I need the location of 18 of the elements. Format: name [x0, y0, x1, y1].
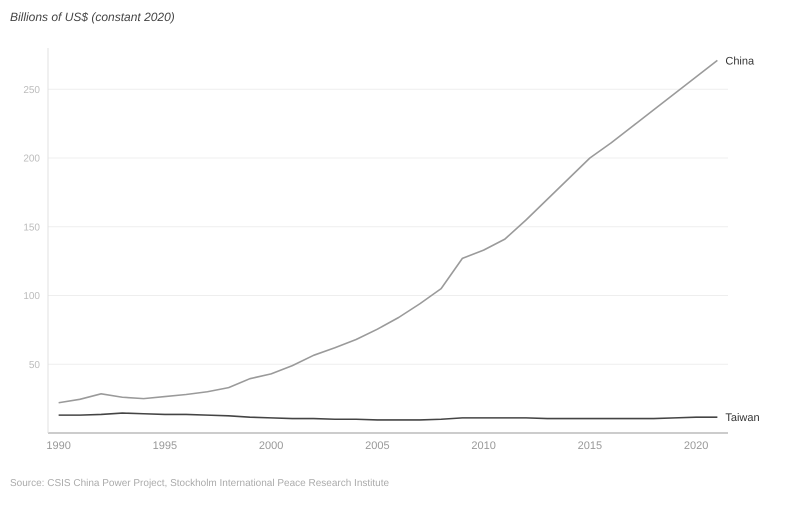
series-label: China: [725, 55, 755, 68]
line-series: [58, 60, 718, 404]
x-tick-label: 2000: [258, 440, 284, 452]
y-tick-label: 100: [23, 291, 40, 302]
y-tick-label: 250: [23, 84, 40, 96]
y-tick-label: 50: [28, 360, 40, 371]
y-tick-label: 150: [23, 222, 40, 234]
series-label: Taiwan: [725, 412, 760, 424]
x-tick-label: 2010: [471, 440, 496, 452]
x-tick-label: 1990: [46, 440, 71, 452]
x-tick-label: 2015: [578, 440, 602, 452]
x-tick-label: 1995: [152, 440, 178, 452]
x-tick-label: 2005: [365, 440, 390, 452]
y-axis-title: Billions of US$ (constant 2020): [10, 10, 175, 24]
line-series: [58, 412, 718, 421]
x-tick-label: 2020: [684, 440, 708, 452]
source-note: Source: CSIS China Power Project, Stockholm International Peace Research Institute: [10, 478, 390, 489]
y-tick-label: 200: [23, 154, 40, 165]
